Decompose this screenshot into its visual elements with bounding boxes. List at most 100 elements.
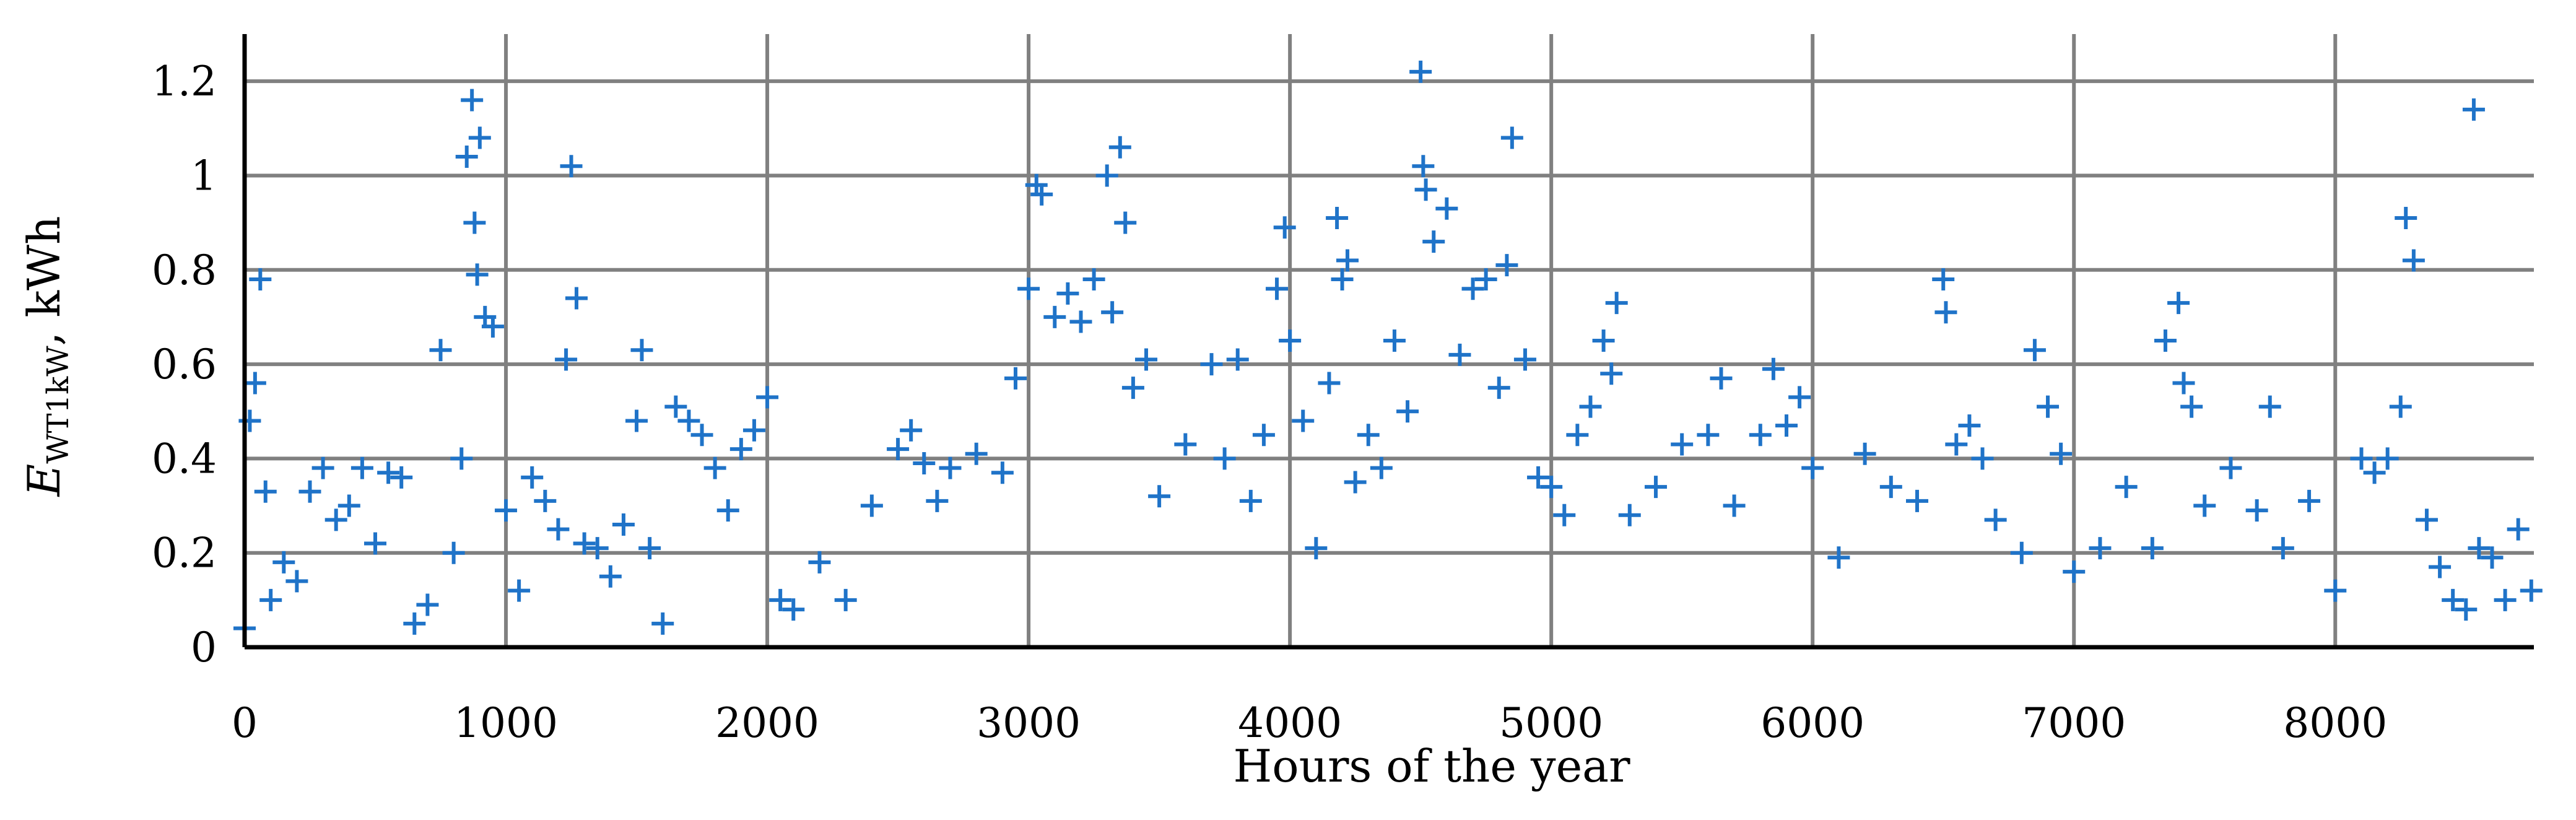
y-axis-title-suffix: , kWh — [18, 216, 70, 346]
data-point — [808, 551, 831, 574]
data-point — [508, 579, 531, 602]
data-point — [1788, 386, 1811, 409]
data-point — [555, 348, 578, 371]
data-point — [1710, 367, 1733, 390]
data-point — [1448, 343, 1471, 366]
data-point — [463, 211, 486, 234]
data-point — [249, 268, 272, 290]
data-point — [1101, 301, 1124, 324]
data-point — [965, 442, 988, 465]
data-point — [2520, 579, 2543, 602]
data-point — [2462, 98, 2485, 121]
x-tick-labels: 0 1000 2000 3000 4000 5000 6000 7000 8000 — [232, 699, 2387, 747]
data-point — [2037, 395, 2060, 418]
data-point — [1579, 395, 1602, 418]
data-point — [756, 386, 779, 409]
y-tick-label: 0.8 — [152, 246, 217, 294]
data-point — [1749, 424, 1772, 447]
data-point — [690, 424, 713, 447]
data-point — [599, 565, 622, 588]
data-point — [834, 588, 857, 611]
data-point — [1226, 348, 1249, 371]
data-point — [272, 551, 295, 574]
data-point — [1004, 367, 1027, 390]
data-point — [1025, 173, 1048, 196]
data-point — [324, 508, 347, 531]
data-point — [450, 447, 473, 470]
data-point — [2324, 579, 2347, 602]
data-point — [1412, 155, 1435, 178]
data-point — [939, 456, 962, 479]
data-point — [2010, 541, 2033, 564]
data-point — [1945, 433, 1968, 456]
data-point — [1801, 456, 1824, 479]
data-point — [2376, 447, 2399, 470]
data-point — [1958, 414, 1981, 437]
data-point — [1906, 489, 1928, 512]
data-point — [534, 489, 557, 512]
data-point — [2481, 546, 2504, 569]
data-point — [377, 461, 400, 484]
data-point — [2363, 461, 2386, 484]
data-point — [2089, 537, 2112, 560]
data-point — [926, 489, 949, 512]
data-point — [2193, 494, 2216, 517]
data-point — [1148, 485, 1171, 508]
data-point — [2154, 329, 2177, 352]
data-point — [1697, 424, 1720, 447]
data-point — [573, 532, 596, 555]
data-point — [638, 537, 661, 560]
data-point — [1513, 348, 1536, 371]
data-point — [1174, 433, 1197, 456]
data-point — [468, 126, 491, 149]
data-point — [337, 494, 360, 517]
y-tick-labels: 0 0.2 0.4 0.6 0.8 1 1.2 — [152, 58, 217, 671]
y-axis-title: EWT1kW, kWh — [18, 216, 76, 498]
data-point — [1318, 372, 1341, 395]
data-point — [1540, 476, 1563, 499]
data-point — [612, 513, 635, 536]
data-point — [416, 593, 439, 616]
data-point — [2429, 556, 2452, 578]
data-point — [243, 372, 266, 395]
data-point — [2415, 508, 2438, 531]
y-tick-label: 1 — [191, 152, 217, 199]
x-tick-label: 1000 — [454, 699, 558, 747]
data-point — [2063, 560, 2086, 583]
data-point — [560, 155, 583, 178]
data-point — [1435, 197, 1458, 220]
data-point — [769, 588, 792, 611]
data-point — [1474, 268, 1497, 290]
data-point — [298, 480, 321, 503]
data-point — [350, 456, 373, 479]
data-point — [2050, 442, 2073, 465]
x-tick-label: 8000 — [2283, 699, 2387, 747]
data-point — [2468, 537, 2491, 560]
data-point — [1932, 268, 1955, 290]
x-tick-label: 4000 — [1238, 699, 1342, 747]
data-point — [1030, 183, 1053, 206]
data-point — [2402, 249, 2425, 272]
data-point — [586, 537, 609, 560]
data-point — [860, 494, 883, 517]
data-point — [742, 419, 765, 442]
data-point — [1500, 126, 1523, 149]
data-point — [1213, 447, 1236, 470]
data-point — [2350, 447, 2373, 470]
x-tick-label: 3000 — [977, 699, 1081, 747]
data-point — [2115, 476, 2138, 499]
data-point — [1422, 230, 1445, 253]
data-point — [2507, 518, 2530, 541]
data-point — [1827, 546, 1850, 569]
data-point — [729, 438, 752, 461]
data-point — [285, 570, 308, 593]
data-point — [1461, 277, 1484, 300]
data-point — [703, 456, 726, 479]
data-point — [2180, 395, 2203, 418]
data-point — [2023, 339, 2046, 362]
data-point — [311, 456, 334, 479]
data-point — [1135, 348, 1158, 371]
data-point — [1853, 442, 1876, 465]
data-point — [403, 612, 426, 635]
data-point — [716, 499, 739, 522]
